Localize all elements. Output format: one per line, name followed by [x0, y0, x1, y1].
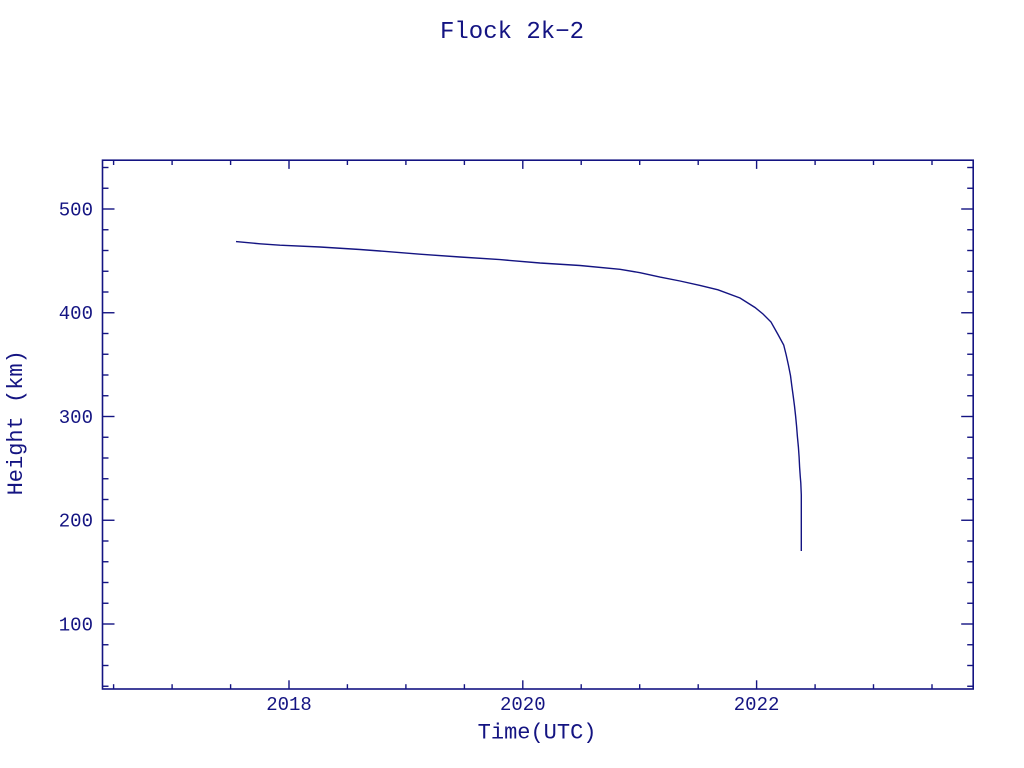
svg-text:400: 400: [59, 303, 93, 325]
svg-text:200: 200: [59, 511, 93, 533]
svg-text:2020: 2020: [500, 694, 546, 716]
svg-text:2022: 2022: [734, 694, 780, 716]
svg-text:Height (km): Height (km): [4, 350, 29, 495]
svg-text:Flock 2k−2: Flock 2k−2: [440, 19, 584, 46]
svg-text:Time(UTC): Time(UTC): [478, 720, 597, 745]
svg-text:300: 300: [59, 407, 93, 429]
svg-text:500: 500: [59, 199, 93, 221]
svg-text:2018: 2018: [266, 694, 312, 716]
svg-text:100: 100: [59, 614, 93, 636]
